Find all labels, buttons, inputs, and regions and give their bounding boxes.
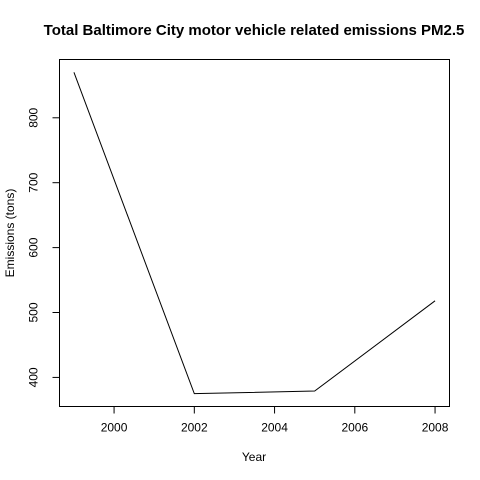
x-axis-label: Year bbox=[242, 450, 266, 464]
x-tick-label: 2000 bbox=[101, 421, 128, 435]
y-tick-label: 400 bbox=[27, 367, 41, 387]
series-line bbox=[73, 72, 436, 395]
y-axis-label: Emissions (tons) bbox=[3, 189, 17, 278]
x-tick-label: 2008 bbox=[422, 421, 449, 435]
series-group bbox=[73, 72, 436, 395]
y-tick-label: 700 bbox=[27, 172, 41, 192]
y-axis-ticks: 400 500 600 700 800 bbox=[27, 107, 60, 387]
x-tick-label: 2002 bbox=[181, 421, 208, 435]
chart-title: Total Baltimore City motor vehicle relat… bbox=[44, 22, 465, 39]
x-axis-ticks: 2000 2002 2004 2006 2008 bbox=[101, 406, 449, 435]
y-tick-label: 600 bbox=[27, 237, 41, 257]
x-tick-label: 2006 bbox=[341, 421, 368, 435]
plot-frame bbox=[59, 59, 450, 407]
x-tick-label: 2004 bbox=[261, 421, 288, 435]
y-tick-label: 500 bbox=[27, 302, 41, 322]
y-tick-label: 800 bbox=[27, 107, 41, 127]
